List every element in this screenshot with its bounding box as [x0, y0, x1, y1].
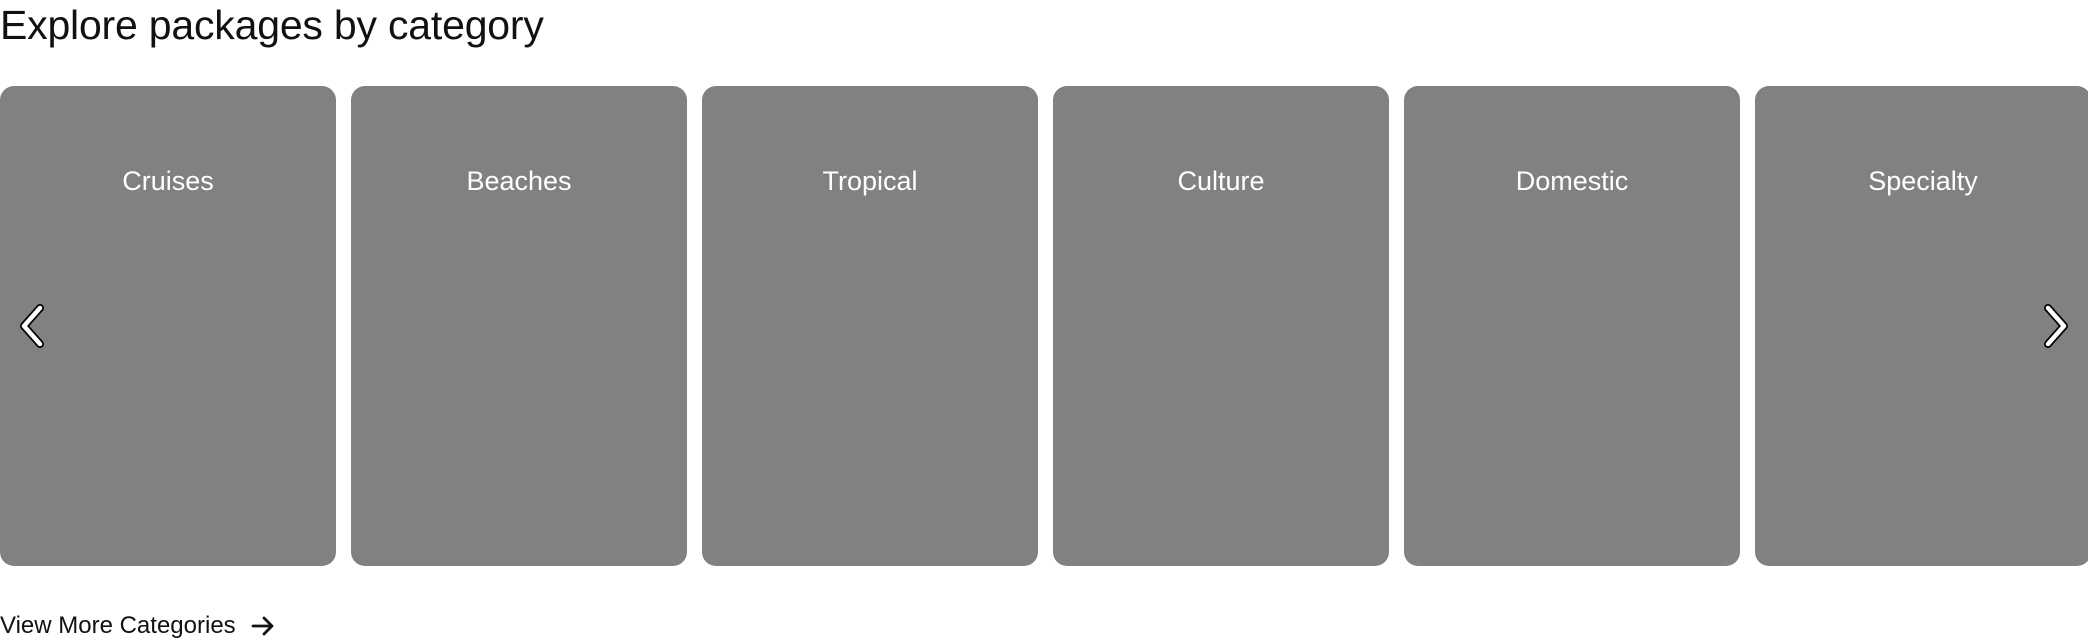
- view-more-label: View More Categories: [0, 612, 236, 639]
- page-title: Explore packages by category: [0, 2, 544, 48]
- category-label-domestic: Domestic: [1515, 166, 1629, 196]
- category-label-tropical: Tropical: [822, 166, 918, 196]
- category-label-beaches: Beaches: [466, 166, 572, 196]
- category-label-specialty: Specialty: [1868, 166, 1978, 196]
- next-button[interactable]: [2029, 298, 2075, 354]
- view-more-categories-link[interactable]: View More Categories: [0, 611, 277, 641]
- category-card-domestic[interactable]: Domestic: [1404, 86, 1740, 566]
- category-card-culture[interactable]: Culture: [1053, 86, 1389, 566]
- chevron-left-icon: [20, 304, 44, 348]
- chevron-right-icon: [2044, 304, 2068, 348]
- category-card-specialty[interactable]: Specialty: [1755, 86, 2088, 566]
- category-carousel: Cruises Beaches Tropical Culture Domesti…: [0, 86, 2088, 566]
- category-card-beaches[interactable]: Beaches: [351, 86, 687, 566]
- category-card-track: Cruises Beaches Tropical Culture Domesti…: [0, 86, 2088, 566]
- category-card-cruises[interactable]: Cruises: [0, 86, 336, 566]
- arrow-right-icon: [249, 612, 277, 640]
- previous-button[interactable]: [13, 298, 59, 354]
- category-card-tropical[interactable]: Tropical: [702, 86, 1038, 566]
- category-label-cruises: Cruises: [122, 166, 214, 196]
- category-label-culture: Culture: [1177, 166, 1265, 196]
